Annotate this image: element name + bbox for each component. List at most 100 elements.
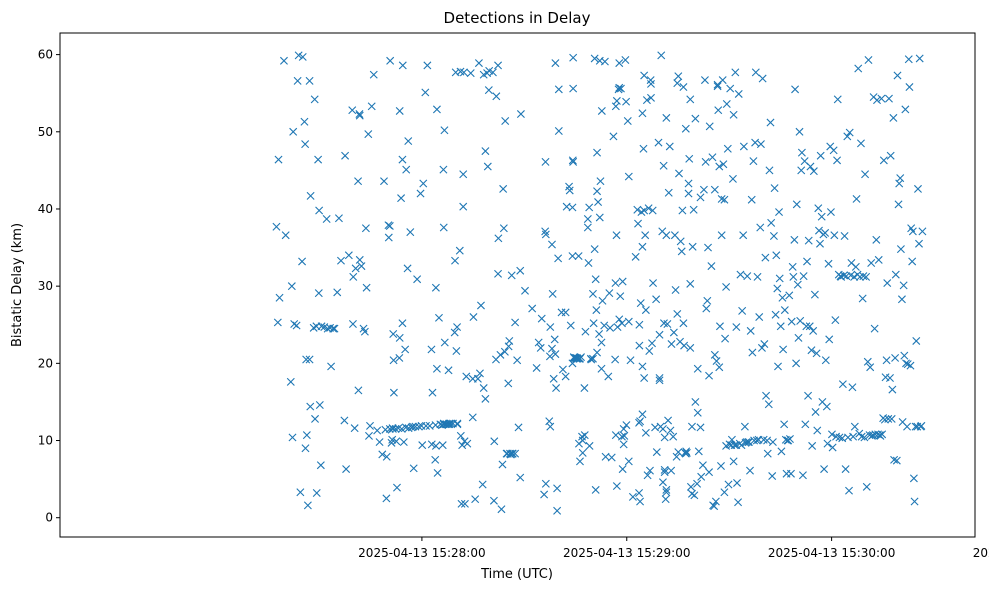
data-point: [887, 414, 896, 423]
data-point: [597, 106, 606, 115]
data-point: [718, 76, 727, 85]
data-point: [354, 386, 363, 395]
data-point: [395, 106, 404, 115]
data-point: [662, 488, 671, 497]
data-point: [700, 76, 709, 85]
data-point: [841, 465, 850, 474]
data-point: [628, 492, 637, 501]
data-point: [764, 400, 773, 409]
data-point: [747, 195, 756, 204]
data-point: [617, 319, 626, 328]
data-point: [301, 140, 310, 149]
data-point: [739, 142, 748, 151]
data-point: [459, 68, 468, 77]
data-point: [647, 79, 655, 88]
data-point: [736, 270, 745, 279]
data-point: [330, 324, 339, 333]
data-point: [827, 430, 836, 439]
data-point: [566, 321, 575, 330]
data-point: [639, 144, 648, 153]
data-point: [863, 357, 872, 366]
data-point: [314, 155, 323, 164]
data-point: [422, 421, 430, 430]
data-point: [641, 428, 650, 437]
data-point: [444, 366, 453, 375]
data-point: [589, 319, 598, 328]
data-point: [498, 460, 507, 469]
data-point: [481, 147, 490, 156]
data-point: [612, 231, 621, 240]
data-point: [302, 431, 311, 440]
data-point: [635, 341, 644, 350]
data-point: [889, 113, 898, 122]
data-point: [731, 68, 740, 77]
data-point: [737, 441, 746, 450]
data-point: [636, 417, 645, 426]
data-point: [673, 79, 682, 88]
data-point: [434, 313, 443, 322]
data-point: [658, 424, 667, 433]
data-point: [389, 330, 398, 338]
data-point: [840, 232, 849, 240]
data-point: [809, 326, 818, 335]
data-point: [660, 468, 669, 477]
data-point: [667, 340, 676, 349]
data-point: [822, 402, 831, 411]
data-point: [463, 439, 472, 448]
data-point: [893, 71, 902, 80]
data-point: [528, 304, 537, 313]
x-tick-label: 2025-04-13 15:28:00: [358, 546, 485, 560]
data-point: [872, 235, 881, 244]
data-point: [648, 206, 657, 215]
data-point: [590, 54, 599, 63]
data-point: [693, 479, 702, 488]
data-point: [479, 384, 488, 393]
data-point: [431, 441, 440, 450]
data-point: [451, 256, 460, 265]
data-point: [825, 335, 834, 344]
data-point: [684, 179, 693, 188]
data-point: [785, 434, 794, 443]
data-point: [349, 272, 358, 281]
data-point: [290, 319, 299, 328]
data-point: [626, 356, 635, 365]
data-point: [691, 114, 700, 123]
x-tick-label: 2025-04-13 15:30:00: [768, 546, 895, 560]
data-point: [698, 461, 707, 470]
data-point: [536, 343, 545, 352]
data-point: [392, 483, 401, 492]
data-point: [751, 68, 760, 77]
data-point: [595, 330, 604, 338]
data-point: [537, 314, 546, 323]
data-point: [364, 431, 373, 440]
data-point: [691, 397, 700, 406]
data-point: [552, 384, 561, 393]
data-point: [591, 275, 600, 284]
data-point: [771, 310, 780, 319]
data-point: [595, 213, 604, 222]
data-point: [557, 308, 566, 317]
data-point: [585, 203, 594, 212]
data-point: [501, 116, 510, 125]
data-point: [733, 478, 742, 487]
y-tick-label: 30: [38, 279, 53, 293]
data-point: [362, 283, 371, 292]
data-point: [677, 247, 686, 256]
data-point: [662, 231, 671, 240]
data-point: [644, 204, 653, 213]
data-point: [814, 204, 823, 213]
data-point: [438, 441, 447, 450]
data-point: [852, 194, 861, 203]
data-point: [605, 289, 614, 298]
data-point: [813, 426, 822, 435]
data-point: [619, 440, 628, 449]
data-point: [679, 319, 688, 328]
data-point: [458, 441, 467, 450]
data-point: [427, 345, 436, 354]
data-point: [816, 239, 824, 248]
data-point: [286, 377, 295, 386]
data-point: [272, 222, 281, 231]
data-point: [569, 157, 578, 166]
data-point: [870, 324, 879, 333]
data-point: [401, 345, 410, 354]
